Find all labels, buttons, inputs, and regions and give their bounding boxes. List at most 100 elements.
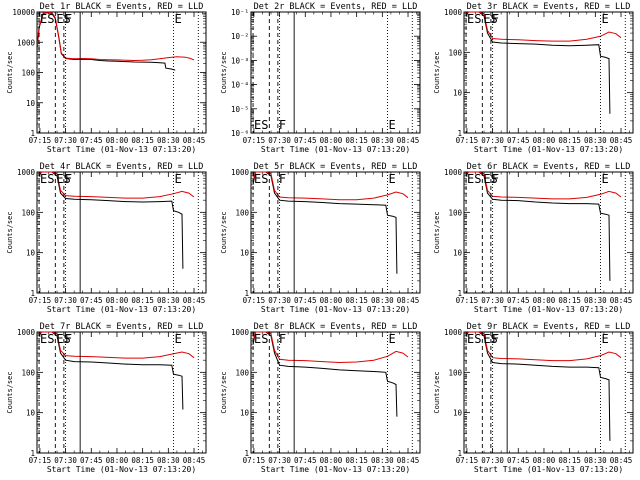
y-axis-label: Counts/sec bbox=[220, 211, 228, 253]
panel-title: Det 6r BLACK = Events, RED = LLD bbox=[467, 162, 631, 172]
series-line-events bbox=[36, 12, 176, 71]
x-tick-label: 08:45 bbox=[610, 136, 633, 145]
x-tick-label: 08:00 bbox=[533, 456, 556, 465]
x-axis-label: Start Time (01-Nov-13 07:13:20) bbox=[47, 145, 196, 154]
x-tick-label: 08:45 bbox=[183, 456, 206, 465]
y-tick-label: 10 bbox=[240, 409, 250, 418]
x-tick-label: 08:30 bbox=[157, 136, 180, 145]
marker-label: E bbox=[174, 12, 181, 26]
plot-frame bbox=[36, 171, 207, 294]
y-tick-label: 1000 bbox=[444, 328, 463, 337]
plot-frame bbox=[463, 171, 634, 294]
marker-label: ES bbox=[40, 172, 54, 186]
x-axis-label: Start Time (01-Nov-13 07:13:20) bbox=[261, 145, 410, 154]
y-axis-label: Counts/sec bbox=[433, 371, 441, 413]
marker-label: E bbox=[388, 332, 395, 346]
x-tick-label: 08:00 bbox=[106, 136, 129, 145]
x-tick-label: 07:15 bbox=[243, 456, 266, 465]
x-tick-label: 08:15 bbox=[345, 136, 368, 145]
plot-frame bbox=[250, 11, 421, 134]
x-tick-label: 07:30 bbox=[268, 136, 291, 145]
y-axis-label: Counts/sec bbox=[6, 371, 14, 413]
x-tick-label: 08:30 bbox=[584, 296, 607, 305]
series-line-lld bbox=[252, 171, 409, 201]
x-tick-label: 08:30 bbox=[371, 296, 394, 305]
y-tick-label: 10 bbox=[26, 409, 36, 418]
x-tick-label: 07:15 bbox=[29, 456, 52, 465]
marker-label: F bbox=[65, 172, 72, 186]
y-tick-label: 1 bbox=[244, 289, 249, 298]
x-tick-label: 07:30 bbox=[54, 456, 77, 465]
y-axis-label: Counts/sec bbox=[433, 211, 441, 253]
x-axis-label: Start Time (01-Nov-13 07:13:20) bbox=[474, 305, 623, 314]
x-tick-label: 08:45 bbox=[397, 296, 420, 305]
y-tick-label: 10 bbox=[453, 89, 463, 98]
marker-label: F bbox=[279, 332, 286, 346]
y-tick-label: 1 bbox=[30, 289, 35, 298]
plot-frame bbox=[250, 171, 421, 294]
x-tick-label: 08:45 bbox=[183, 296, 206, 305]
series-line-lld bbox=[36, 11, 195, 62]
marker-label: E bbox=[601, 332, 608, 346]
x-tick-label: 07:45 bbox=[507, 136, 530, 145]
y-tick-label: 10 bbox=[240, 249, 250, 258]
x-tick-label: 08:30 bbox=[584, 136, 607, 145]
y-tick-label: 1000 bbox=[231, 328, 250, 337]
y-tick-label: 10⁻³ bbox=[231, 56, 249, 65]
marker-label: F bbox=[492, 172, 499, 186]
series-line-lld bbox=[465, 331, 622, 362]
x-tick-label: 07:45 bbox=[294, 456, 317, 465]
x-tick-label: 07:45 bbox=[507, 296, 530, 305]
y-tick-label: 100 bbox=[448, 48, 462, 57]
x-tick-label: 08:30 bbox=[371, 136, 394, 145]
series-line-events bbox=[252, 171, 398, 274]
marker-label: ES bbox=[467, 332, 481, 346]
y-tick-label: 10 bbox=[453, 409, 463, 418]
marker-label: ES bbox=[254, 332, 268, 346]
y-tick-label: 100 bbox=[235, 208, 249, 217]
y-tick-label: 10000 bbox=[12, 8, 35, 17]
x-tick-label: 07:45 bbox=[294, 296, 317, 305]
x-tick-label: 07:15 bbox=[29, 296, 52, 305]
y-tick-label: 100 bbox=[21, 69, 35, 78]
y-tick-label: 100 bbox=[235, 368, 249, 377]
x-tick-label: 08:45 bbox=[397, 456, 420, 465]
marker-label: ES bbox=[40, 12, 54, 26]
series-line-events bbox=[465, 11, 611, 114]
series-line-events bbox=[465, 171, 611, 281]
series-line-lld bbox=[465, 11, 622, 42]
panel-det-3: Det 3r BLACK = Events, RED = LLD 1 10 100 10… bbox=[433, 2, 634, 154]
series-line-events bbox=[465, 331, 611, 441]
x-tick-label: 08:15 bbox=[345, 456, 368, 465]
x-tick-label: 08:15 bbox=[131, 456, 154, 465]
y-tick-label: 10 bbox=[26, 249, 36, 258]
x-tick-label: 08:30 bbox=[157, 456, 180, 465]
marker-label: E bbox=[174, 172, 181, 186]
series-line-lld bbox=[465, 171, 622, 200]
marker-label: E bbox=[388, 172, 395, 186]
x-tick-label: 08:45 bbox=[610, 456, 633, 465]
panel-det-1: Det 1r BLACK = Events, RED = LLD 1 10 100 10… bbox=[6, 2, 207, 154]
x-tick-label: 08:30 bbox=[584, 456, 607, 465]
panel-title: Det 1r BLACK = Events, RED = LLD bbox=[40, 2, 204, 12]
y-tick-label: 100 bbox=[448, 208, 462, 217]
marker-label: E bbox=[601, 172, 608, 186]
marker-label: E bbox=[388, 118, 395, 132]
y-tick-label: 1 bbox=[244, 449, 249, 458]
series-line-lld bbox=[38, 331, 195, 359]
x-tick-label: 07:30 bbox=[481, 456, 504, 465]
x-tick-label: 07:15 bbox=[243, 136, 266, 145]
x-tick-label: 08:45 bbox=[610, 296, 633, 305]
series-line-events bbox=[252, 331, 398, 417]
y-tick-label: 10⁻⁶ bbox=[231, 129, 249, 138]
panel-title: Det 3r BLACK = Events, RED = LLD bbox=[467, 2, 631, 12]
panel-title: Det 7r BLACK = Events, RED = LLD bbox=[40, 322, 204, 332]
plot-frame bbox=[36, 331, 207, 454]
panel-title: Det 5r BLACK = Events, RED = LLD bbox=[254, 162, 418, 172]
x-tick-label: 08:15 bbox=[131, 136, 154, 145]
panel-title: Det 8r BLACK = Events, RED = LLD bbox=[254, 322, 418, 332]
y-tick-label: 1 bbox=[457, 289, 462, 298]
marker-label: F bbox=[492, 12, 499, 26]
y-axis-label: Counts/sec bbox=[220, 51, 228, 93]
